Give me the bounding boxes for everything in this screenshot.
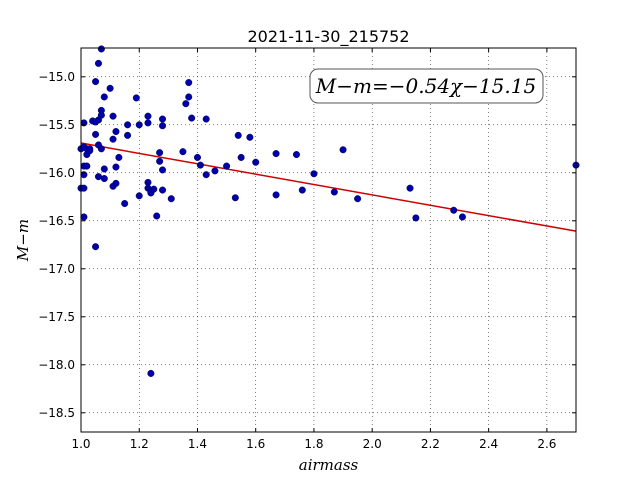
y-tick-label: −15.0 bbox=[38, 70, 75, 84]
data-point bbox=[100, 93, 108, 101]
plot-area bbox=[81, 48, 576, 432]
data-point bbox=[115, 153, 123, 161]
data-point bbox=[150, 185, 158, 193]
data-point bbox=[94, 173, 102, 181]
fit-annotation-box bbox=[309, 68, 544, 104]
data-point bbox=[406, 184, 414, 192]
x-tick-label: 2.0 bbox=[363, 437, 382, 451]
data-point bbox=[132, 94, 140, 102]
x-axis-title: airmass bbox=[299, 456, 359, 474]
data-point bbox=[182, 100, 190, 108]
data-point bbox=[109, 135, 117, 143]
data-point bbox=[124, 121, 132, 129]
data-point bbox=[159, 115, 167, 123]
x-axis-ticks: 1.0 1.2 1.4 1.6 1.8 2.0 2.2 2.4 2.6 bbox=[71, 48, 556, 451]
data-point bbox=[135, 121, 143, 129]
data-point bbox=[80, 213, 88, 221]
data-point bbox=[97, 145, 105, 153]
data-point bbox=[202, 115, 210, 123]
x-tick-label: 2.6 bbox=[537, 437, 556, 451]
y-tick-label: −18.5 bbox=[38, 406, 75, 420]
data-point bbox=[97, 45, 105, 53]
x-tick-label: 1.8 bbox=[304, 437, 323, 451]
x-tick-label: 2.2 bbox=[421, 437, 440, 451]
data-point bbox=[144, 112, 152, 120]
data-point bbox=[188, 114, 196, 122]
data-point bbox=[94, 59, 102, 67]
data-point bbox=[272, 191, 280, 199]
x-tick-label: 1.4 bbox=[188, 437, 207, 451]
data-point bbox=[234, 131, 242, 139]
fit-annotation-text: M−m=−0.54χ−15.15 bbox=[315, 74, 536, 98]
data-point bbox=[196, 161, 204, 169]
x-tick-label: 1.2 bbox=[130, 437, 149, 451]
y-axis-title: M−m bbox=[14, 219, 32, 262]
x-tick-label: 1.6 bbox=[246, 437, 265, 451]
fit-annotation: M−m=−0.54χ−15.15 bbox=[309, 68, 544, 104]
data-point bbox=[292, 151, 300, 159]
data-point bbox=[167, 195, 175, 203]
data-point bbox=[80, 184, 88, 192]
data-point bbox=[153, 212, 161, 220]
data-point bbox=[112, 128, 120, 136]
data-point bbox=[156, 149, 164, 157]
data-point bbox=[100, 175, 108, 183]
x-tick-label: 2.4 bbox=[479, 437, 498, 451]
y-tick-label: −15.5 bbox=[38, 118, 75, 132]
data-point bbox=[458, 213, 466, 221]
data-point bbox=[159, 166, 167, 174]
data-point bbox=[135, 192, 143, 200]
data-point bbox=[147, 369, 155, 377]
data-point bbox=[121, 200, 129, 208]
data-point bbox=[179, 148, 187, 156]
data-point bbox=[83, 162, 91, 170]
data-point bbox=[330, 188, 338, 196]
y-tick-label: −17.5 bbox=[38, 310, 75, 324]
y-tick-label: −17.0 bbox=[38, 262, 75, 276]
data-point bbox=[86, 147, 94, 155]
data-point bbox=[106, 84, 114, 92]
data-point bbox=[92, 78, 100, 86]
data-point bbox=[339, 146, 347, 154]
data-point bbox=[92, 130, 100, 138]
data-point bbox=[202, 171, 210, 179]
data-point bbox=[412, 214, 420, 222]
data-point bbox=[112, 163, 120, 171]
data-point bbox=[112, 179, 120, 187]
data-point bbox=[100, 165, 108, 173]
plot-frame bbox=[80, 47, 577, 433]
fit-line bbox=[80, 142, 577, 232]
data-point bbox=[211, 167, 219, 175]
data-point bbox=[231, 194, 239, 202]
y-tick-label: −16.5 bbox=[38, 214, 75, 228]
data-point bbox=[185, 93, 193, 101]
grid bbox=[80, 48, 576, 432]
y-tick-label: −18.0 bbox=[38, 358, 75, 372]
data-point bbox=[298, 186, 306, 194]
data-point bbox=[450, 206, 458, 214]
data-point bbox=[354, 195, 362, 203]
data-point bbox=[193, 153, 201, 161]
data-point bbox=[97, 111, 105, 119]
data-point bbox=[144, 119, 152, 127]
y-axis-ticks: −15.0 −15.5 −16.0 −16.5 −17.0 −17.5 −18.0 −18.5 bbox=[38, 70, 576, 420]
data-point bbox=[246, 133, 254, 141]
data-point bbox=[252, 158, 260, 166]
x-tick-label: 1.0 bbox=[71, 437, 90, 451]
data-point bbox=[124, 131, 132, 139]
data-point bbox=[156, 157, 164, 165]
data-point bbox=[159, 122, 167, 130]
y-tick-label: −16.0 bbox=[38, 166, 75, 180]
data-point bbox=[185, 79, 193, 87]
data-point bbox=[92, 243, 100, 251]
data-point bbox=[223, 162, 231, 170]
data-point bbox=[237, 153, 245, 161]
data-point bbox=[272, 150, 280, 158]
data-point bbox=[310, 170, 318, 178]
data-point bbox=[109, 112, 117, 120]
chart-title: 2021-11-30_215752 bbox=[247, 27, 409, 47]
data-point bbox=[159, 186, 167, 194]
